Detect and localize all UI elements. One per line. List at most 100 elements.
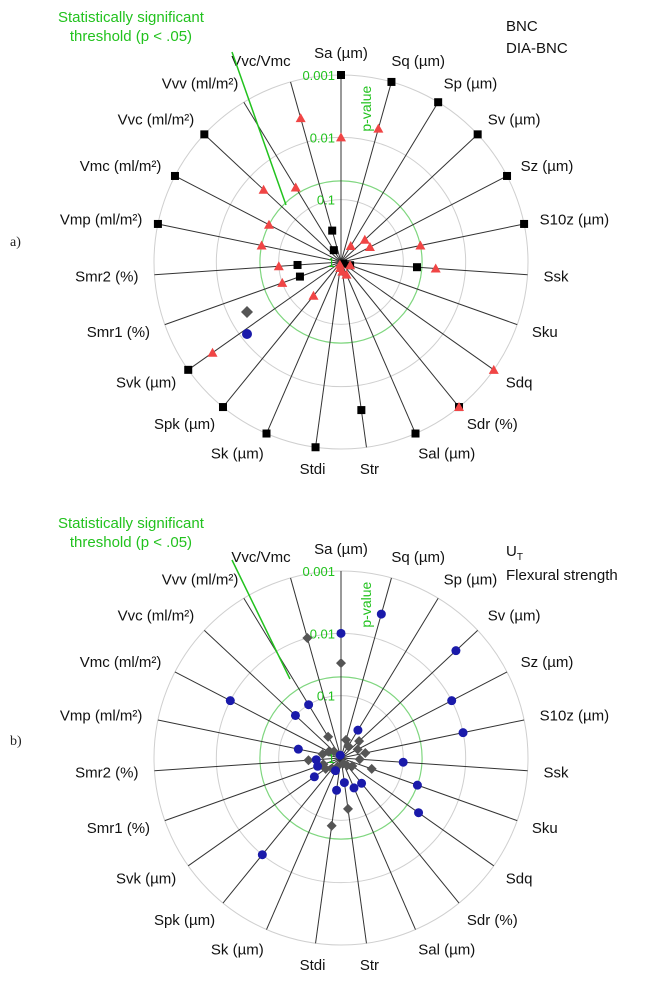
- spoke: [340, 757, 528, 772]
- spoke-label: Vmp (ml/m²): [60, 707, 143, 724]
- spoke-label: Sv (µm): [488, 607, 541, 624]
- radar-plot-a: Sa (µm) Sq (µm) Sp (µm) Sv (µm) Sz (µm) S10z …: [60, 45, 609, 478]
- data-point: [335, 750, 345, 760]
- radar-chart-a: Sa (µm) Sq (µm) Sp (µm) Sv (µm) Sz (µm) S10z …: [10, 8, 609, 478]
- spoke-label: Vvc (ml/m²): [118, 111, 195, 128]
- threshold-annotation: Statistically significant threshold (p <…: [58, 8, 204, 46]
- radial-axis-label: p-value: [358, 85, 374, 131]
- panel-label: a): [10, 235, 21, 250]
- spoke-label: Sa (µm): [314, 541, 368, 558]
- data-point: [273, 261, 284, 271]
- data-point: [293, 260, 302, 269]
- data-point: [387, 77, 396, 86]
- data-point: [262, 429, 271, 438]
- ring-label: 0.001: [302, 68, 335, 83]
- data-point: [353, 725, 363, 735]
- spoke-label: Svk (µm): [116, 871, 176, 888]
- data-point: [349, 783, 359, 793]
- spoke-label: Sp (µm): [444, 571, 498, 588]
- ring-label: 0.01: [310, 626, 335, 641]
- radial-axis-label: p-value: [358, 581, 374, 627]
- data-point: [339, 259, 348, 268]
- spoke: [157, 223, 342, 263]
- spoke-label: Ssk: [544, 268, 570, 285]
- spoke-label: Sdq: [506, 375, 533, 392]
- spoke-label: Sal (µm): [418, 446, 475, 463]
- spoke-label: Smr2 (%): [75, 764, 138, 781]
- spoke-label: Vvv (ml/m²): [162, 571, 239, 588]
- data-point: [345, 260, 356, 270]
- spoke-label: Smr1 (%): [87, 820, 150, 837]
- data-point: [295, 113, 306, 123]
- data-point: [412, 780, 422, 790]
- spoke: [340, 577, 392, 759]
- data-point: [326, 820, 337, 831]
- ring-label: 0.1: [317, 193, 335, 208]
- spoke-label: Stdi: [300, 957, 326, 974]
- data-point: [336, 628, 346, 638]
- spoke-label: Vvc/Vmc: [231, 53, 291, 70]
- data-point: [458, 728, 468, 738]
- data-point: [354, 754, 365, 765]
- annotation-text: Statistically significant threshold (p <…: [58, 9, 204, 45]
- spoke: [164, 261, 342, 326]
- data-point: [357, 778, 367, 788]
- data-point: [357, 406, 366, 415]
- data-point: [309, 772, 319, 782]
- spoke: [340, 719, 525, 759]
- data-point: [293, 744, 303, 754]
- spoke-label: Str: [360, 957, 379, 974]
- data-point: [352, 744, 363, 755]
- data-point: [411, 429, 420, 438]
- panel-label: b): [10, 734, 22, 749]
- spoke-label: Sku: [532, 820, 558, 837]
- data-point: [337, 71, 345, 79]
- data-point: [256, 240, 267, 250]
- ring-label: 0.1: [317, 689, 335, 704]
- spoke-label: Spk (µm): [154, 912, 215, 929]
- data-point: [414, 808, 424, 818]
- data-point: [364, 242, 375, 252]
- spoke-label: Stdi: [300, 461, 326, 478]
- spoke-label: Sz (µm): [521, 158, 574, 175]
- legend: BNC DIA-BNC: [478, 15, 568, 59]
- data-point: [153, 219, 162, 228]
- data-point: [320, 763, 331, 774]
- spoke: [203, 629, 342, 759]
- data-point: [334, 259, 345, 269]
- threshold-annotation: Statistically significant threshold (p <…: [58, 514, 204, 552]
- data-point: [303, 755, 314, 766]
- data-point: [329, 246, 338, 255]
- spoke-label: Smr1 (%): [87, 324, 150, 341]
- data-point: [200, 130, 209, 139]
- data-point: [341, 734, 352, 745]
- spoke: [157, 719, 342, 759]
- radar-chart-b: Sa (µm) Sq (µm) Sp (µm) Sv (µm) Sz (µm) S10z …: [0, 306, 667, 988]
- data-point: [330, 766, 340, 776]
- data-point: [360, 747, 371, 758]
- data-point: [339, 778, 349, 788]
- ring-label: 1: [328, 751, 335, 766]
- spoke-label: Spk (µm): [154, 416, 215, 433]
- legend-label: BNC: [506, 17, 538, 35]
- radar-plot-b: Sa (µm) Sq (µm) Sp (µm) Sv (µm) Sz (µm) S10z …: [60, 541, 610, 974]
- spoke: [222, 261, 342, 408]
- spoke: [222, 757, 342, 904]
- data-point: [398, 757, 408, 767]
- data-point: [366, 763, 377, 774]
- spoke-label: Vvc/Vmc: [231, 549, 291, 566]
- legend-item-ut: UT: [241, 306, 618, 564]
- spoke: [164, 757, 342, 822]
- data-point: [488, 364, 499, 374]
- data-point: [308, 290, 319, 300]
- spoke-label: Sdq: [506, 871, 533, 888]
- data-point: [207, 347, 218, 357]
- spoke-label: S10z (µm): [540, 707, 610, 724]
- data-point: [451, 646, 461, 656]
- legend-label: DIA-BNC: [506, 39, 568, 57]
- spoke-label: Sal (µm): [418, 942, 475, 959]
- spoke-label: Str: [360, 461, 379, 478]
- data-point: [336, 658, 346, 669]
- diamond-marker-icon: [241, 306, 498, 800]
- data-point: [473, 130, 482, 139]
